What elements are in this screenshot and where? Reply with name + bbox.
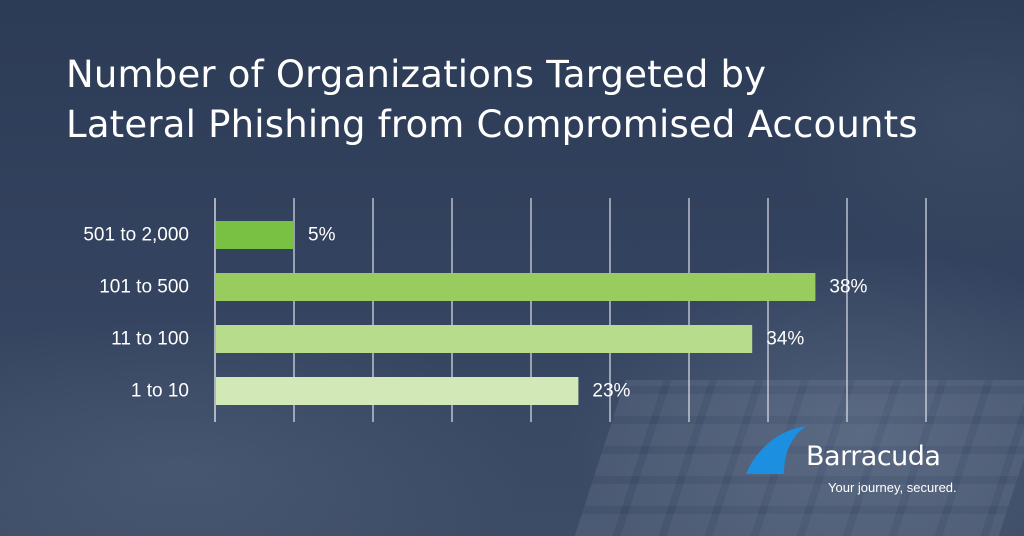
barracuda-fin-icon — [746, 426, 806, 474]
value-label: 5% — [308, 225, 336, 246]
category-label: 101 to 500 — [99, 277, 189, 298]
barracuda-logo: Barracuda Your journey, secured. — [744, 424, 974, 496]
bar — [216, 273, 816, 301]
category-label: 501 to 2,000 — [83, 225, 189, 246]
bar — [216, 221, 294, 249]
bar — [216, 325, 753, 353]
chart-title-line-1: Number of Organizations Targeted by — [66, 53, 767, 96]
chart-title-line-2: Lateral Phishing from Compromised Accoun… — [66, 103, 918, 146]
category-label: 1 to 10 — [131, 381, 189, 402]
value-label: 38% — [829, 277, 867, 298]
value-label: 34% — [766, 329, 804, 350]
brand-tagline: Your journey, secured. — [828, 480, 957, 495]
category-label: 11 to 100 — [111, 329, 189, 350]
bar — [216, 377, 579, 405]
value-label: 23% — [592, 381, 630, 402]
chart-title: Number of Organizations Targeted by Late… — [66, 50, 996, 150]
brand-name: Barracuda — [806, 441, 941, 472]
